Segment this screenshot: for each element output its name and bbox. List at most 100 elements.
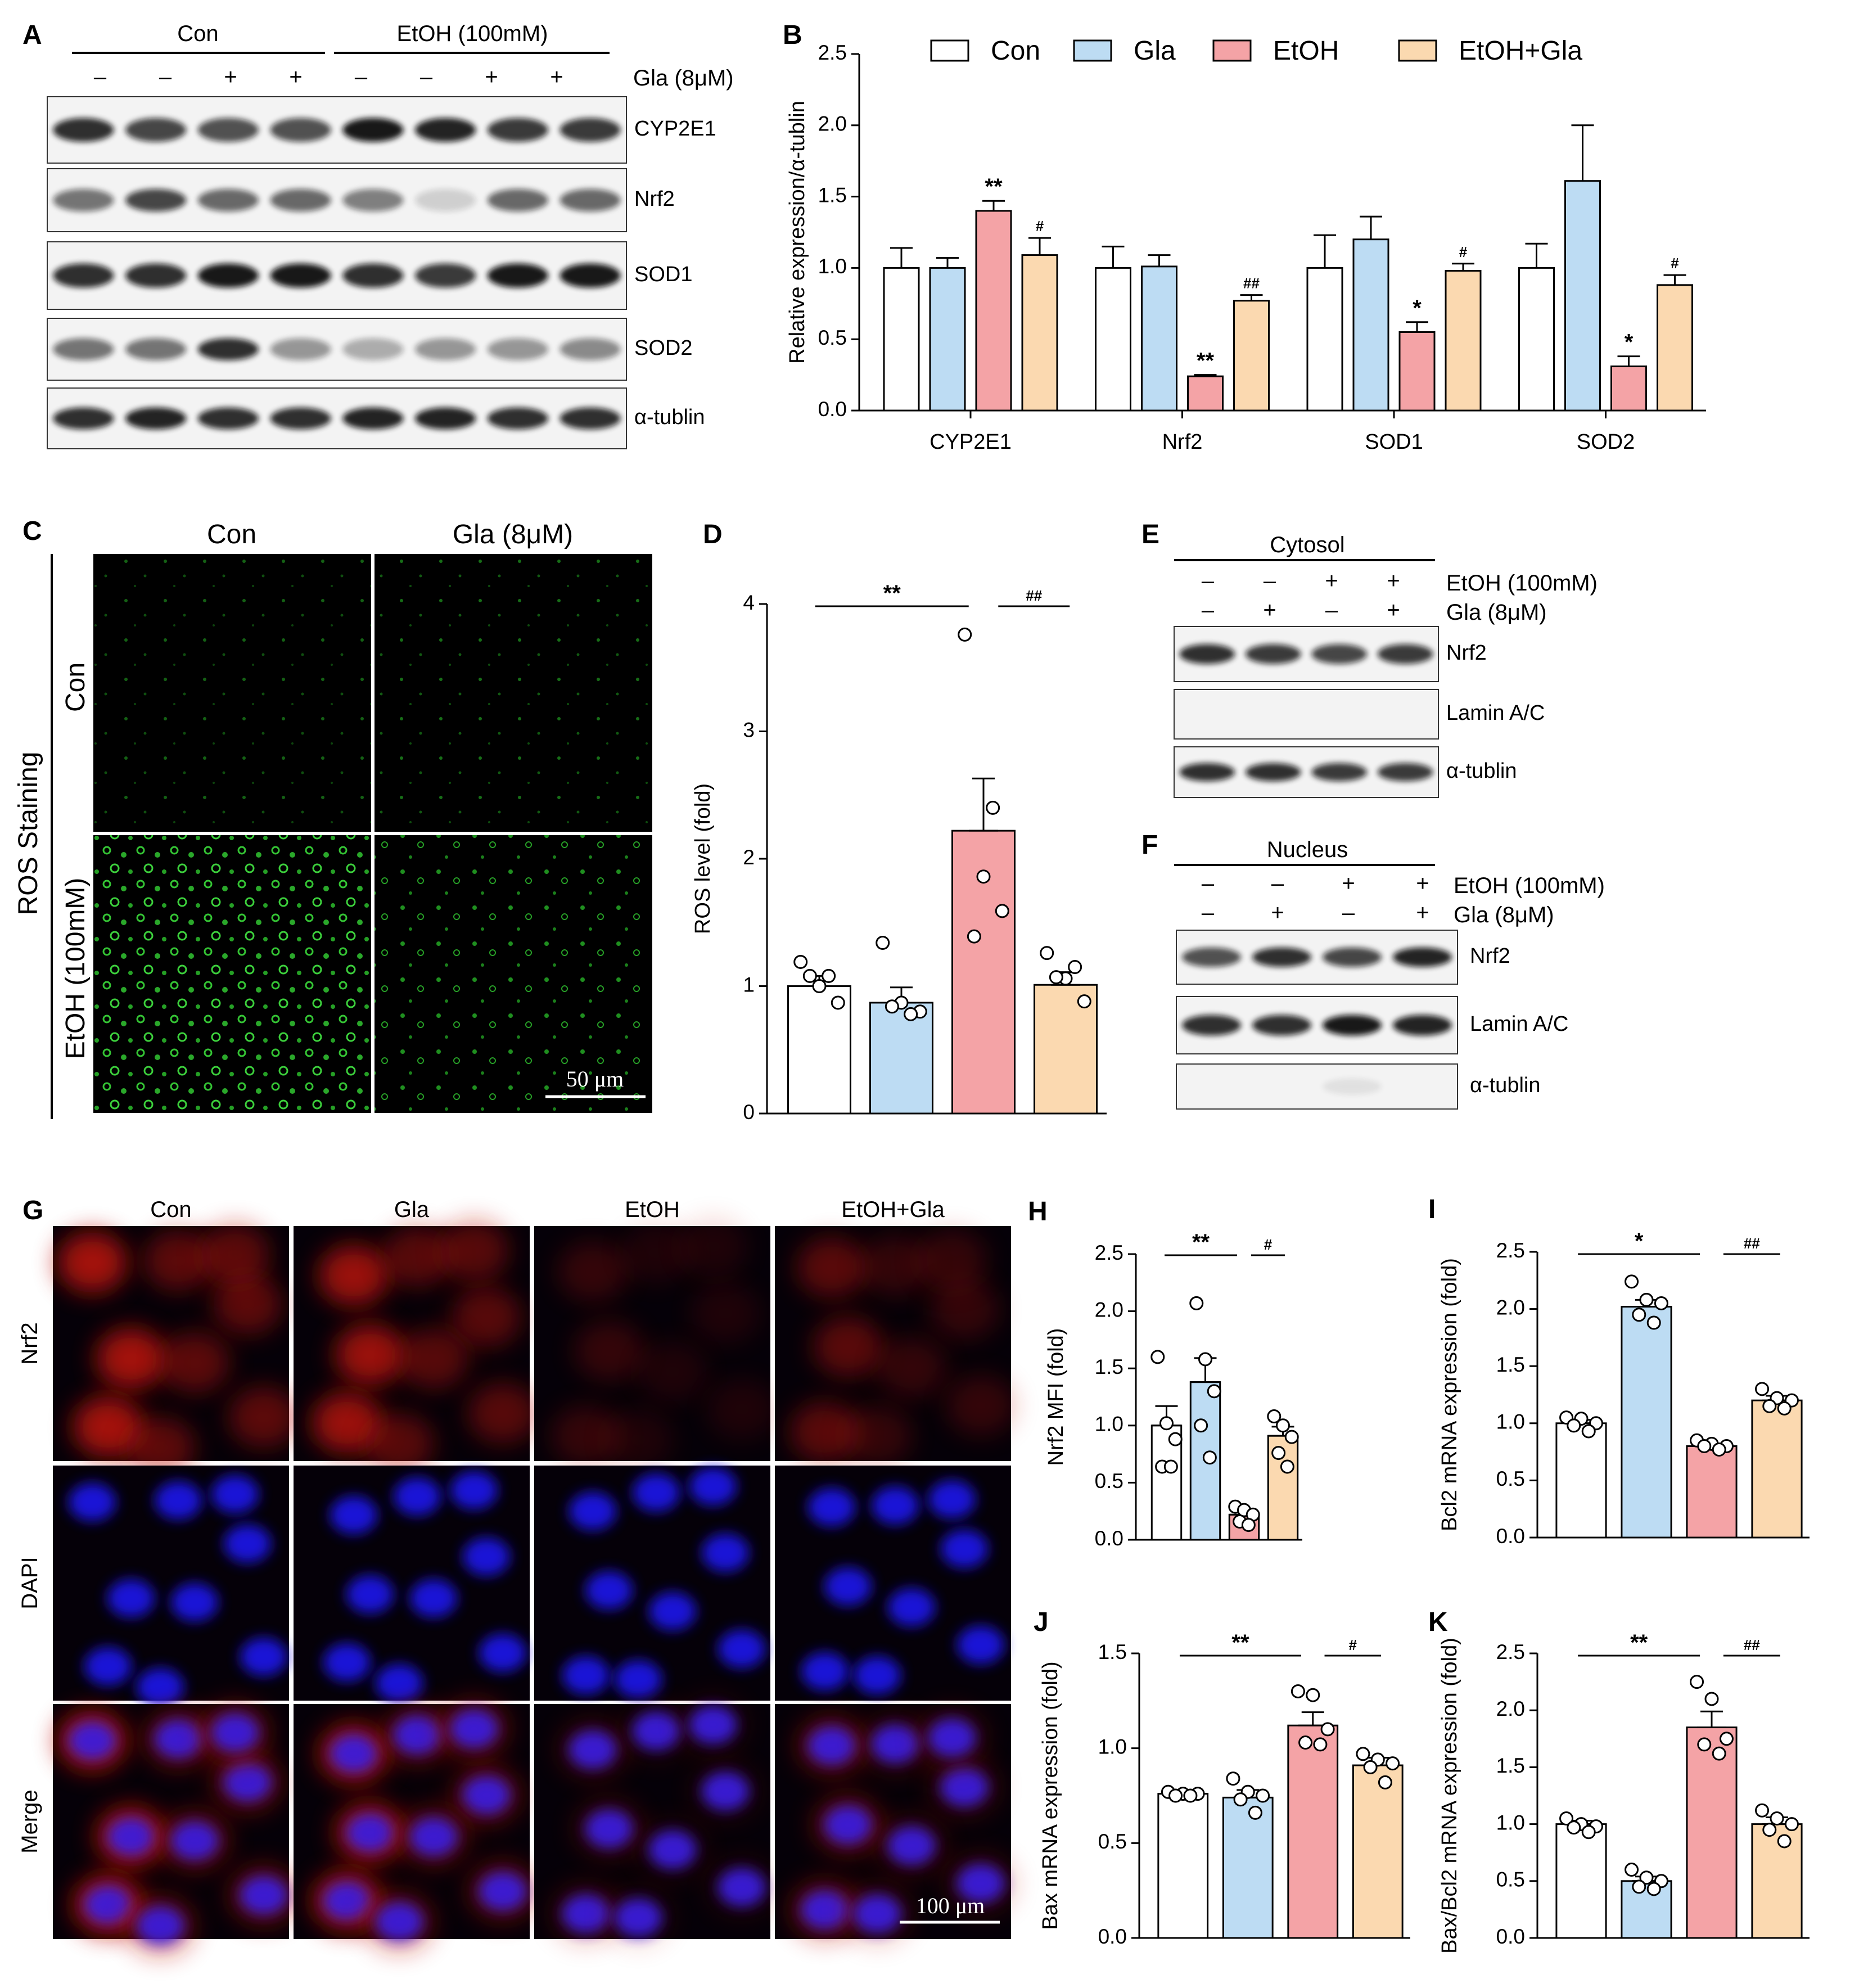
- dapi-nucleus: [702, 1534, 749, 1572]
- legend-label: EtOH: [1273, 36, 1339, 66]
- nrf2-signal: [213, 1274, 282, 1335]
- nrf2-signal: [364, 1413, 434, 1474]
- treatment-signs: – – + + – – + +: [94, 65, 563, 89]
- y-tick-label: 2: [743, 846, 755, 869]
- blot-f-1-band: [1252, 1015, 1311, 1036]
- data-point: [1271, 1446, 1286, 1460]
- dapi-nucleus: [479, 1634, 526, 1672]
- y-tick-label: 1.5: [1095, 1355, 1123, 1378]
- y-tick-label: 0: [743, 1101, 755, 1124]
- if-image-grid: Con Gla EtOH EtOH+Gla Nrf2 DAPI Merge: [17, 1197, 1016, 1956]
- nrf2-signal: [917, 1229, 987, 1290]
- x-tick-label: CYP2E1: [929, 430, 1012, 454]
- y-tick-label: 1.0: [1098, 1735, 1127, 1758]
- dapi-nucleus: [928, 1480, 976, 1518]
- gla-sign: –: [1202, 598, 1215, 623]
- if-cells: [69, 1475, 287, 1706]
- data-point: [1581, 1424, 1596, 1439]
- gla-sign: –: [1342, 900, 1355, 925]
- sig-label: #: [1671, 255, 1679, 272]
- data-point: [802, 968, 817, 983]
- treatment-sign: –: [420, 65, 433, 89]
- blot-a-4-band: [53, 407, 114, 430]
- y-tick-label: 1.0: [1095, 1413, 1123, 1436]
- blot-strips-f: Nrf2 Lamin A/C α-tublin: [1176, 930, 1568, 1110]
- data-point: [1226, 1771, 1240, 1786]
- data-point: [1276, 1418, 1290, 1433]
- gla-sign: +: [1387, 598, 1400, 623]
- etoh-sign: +: [1387, 569, 1400, 593]
- nrf2-signal: [312, 1392, 382, 1453]
- blot-a-0-band: [270, 118, 331, 142]
- treatment-sign: –: [355, 65, 368, 89]
- panel-label-h: H: [1028, 1197, 1048, 1227]
- etoh-sign: –: [1264, 569, 1276, 593]
- dapi-nucleus: [801, 1652, 849, 1691]
- dapi-nucleus: [376, 1664, 423, 1702]
- dapi-nucleus: [615, 1899, 662, 1937]
- dapi-nucleus: [569, 1730, 616, 1769]
- ros-signal-dense: [93, 835, 371, 1113]
- treatment-signs-f: – – + + – + – +: [1202, 871, 1429, 925]
- nrf2-signal: [319, 1245, 389, 1306]
- if-cells: [551, 1694, 777, 1948]
- blot-label: CYP2E1: [634, 117, 716, 141]
- data-point: [1559, 1811, 1574, 1825]
- bar-con: [1306, 267, 1343, 412]
- data-point: [1581, 1825, 1596, 1840]
- treatment-sign: +: [289, 65, 302, 89]
- data-point: [1306, 1688, 1320, 1702]
- bar-con: [1555, 1823, 1607, 1939]
- dapi-nucleus: [854, 1895, 901, 1933]
- data-point: [1712, 1746, 1726, 1761]
- data-point: [1356, 1747, 1370, 1761]
- nrf2-signal: [813, 1317, 883, 1377]
- data-point: [1755, 1382, 1770, 1396]
- blot-strips: CYP2E1 Nrf2 SOD1 SOD2 α-tublin: [47, 96, 716, 449]
- nrf2-signal: [860, 1236, 930, 1296]
- sig-label: *: [1625, 330, 1634, 355]
- panel-label-f: F: [1141, 830, 1158, 860]
- nrf2-signal: [125, 1417, 195, 1478]
- dapi-nucleus: [69, 1721, 116, 1760]
- scale-bar-label-g: 100 μm: [916, 1893, 985, 1918]
- dapi-nucleus: [463, 1538, 510, 1576]
- blot-a-3-band: [125, 338, 187, 360]
- blot-a-1-band: [342, 188, 404, 212]
- if-cells: [801, 1480, 1004, 1694]
- x-tick-label: Nrf2: [1162, 430, 1203, 454]
- bar-gla: [1352, 238, 1389, 412]
- row-label: Nrf2: [17, 1322, 42, 1365]
- data-point: [1697, 1439, 1712, 1453]
- sig-label: #: [1036, 218, 1044, 235]
- blot-a-1-band: [270, 188, 331, 212]
- dapi-nucleus: [394, 1716, 441, 1754]
- panel-label-d: D: [703, 520, 723, 549]
- data-point: [1697, 1737, 1712, 1752]
- dapi-nucleus: [718, 1868, 765, 1906]
- data-point: [812, 979, 827, 993]
- data-point: [986, 800, 1000, 815]
- nrf2-signal: [707, 1379, 777, 1440]
- y-tick-label: 2.5: [1095, 1241, 1123, 1264]
- nrf2-signal: [603, 1409, 673, 1470]
- x-tick-label: SOD1: [1365, 430, 1423, 454]
- blot-a-4-band: [125, 407, 187, 430]
- if-cells: [57, 1224, 299, 1478]
- data-point: [1256, 1788, 1270, 1803]
- blot-a-4-band: [270, 407, 331, 430]
- blot-e-1-frame: [1174, 689, 1439, 740]
- gla-sign: –: [1202, 900, 1215, 925]
- dapi-nucleus: [107, 1579, 155, 1617]
- blot-label: α-tublin: [1446, 759, 1517, 783]
- data-point: [1207, 1384, 1221, 1399]
- dapi-nucleus: [689, 1706, 737, 1744]
- blot-label: α-tublin: [634, 405, 705, 429]
- bar-etoh: [1187, 375, 1224, 412]
- y-tick-label: 1.0: [818, 255, 847, 278]
- nrf2-signal: [678, 1216, 748, 1277]
- data-point: [1168, 1788, 1183, 1803]
- chart-i: I 0.0 0.5 1.0 1.5 2.0 2.5 Bcl2 mRNA expression…: [1428, 1194, 1810, 1548]
- data-point: [1639, 1870, 1654, 1885]
